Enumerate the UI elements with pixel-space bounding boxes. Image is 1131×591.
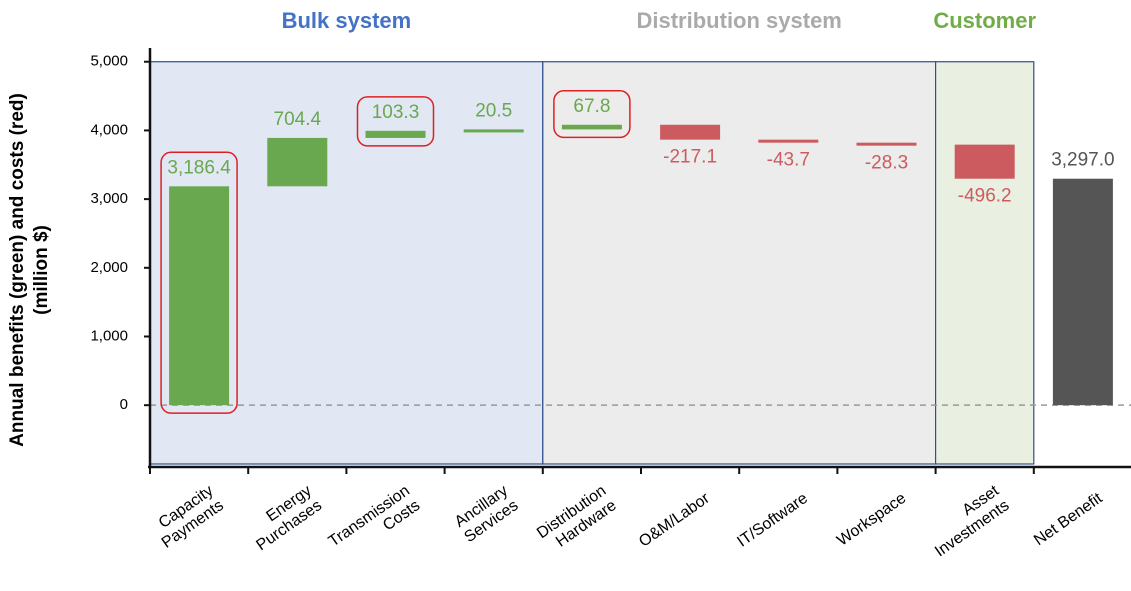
x-tick-label: CapacityPayments: [149, 482, 227, 551]
y-tick-label: 0: [120, 396, 128, 413]
y-axis-label: Annual benefits (green) and costs (red)(…: [7, 93, 52, 447]
region: [542, 61, 937, 465]
y-tick-label: 1,000: [90, 327, 128, 344]
bar: [169, 186, 230, 406]
y-tick-label: 3,000: [90, 190, 128, 207]
y-tick-label: 4,000: [90, 121, 128, 138]
x-tick-label: EnergyPurchases: [243, 482, 325, 554]
bar: [365, 130, 426, 138]
bar: [758, 139, 819, 143]
highlight-box: [356, 96, 435, 147]
x-tick-label: IT/Software: [734, 490, 811, 551]
bar: [267, 137, 328, 187]
value-label: -28.3: [865, 153, 908, 174]
region-label: Customer: [933, 8, 1036, 33]
bar: [1052, 178, 1113, 406]
value-label: 3,186.4: [167, 157, 231, 178]
highlight-box: [160, 151, 238, 414]
value-label: 103.3: [372, 102, 420, 123]
bar: [463, 129, 524, 133]
bar: [660, 124, 721, 140]
value-label: 67.8: [573, 96, 610, 117]
x-tick-label: Net Benefit: [1031, 489, 1106, 549]
y-tick-label: 5,000: [90, 53, 128, 70]
value-label: 704.4: [274, 109, 322, 130]
region-label: Distribution system: [637, 8, 842, 33]
x-tick-label: Workspace: [834, 490, 909, 550]
x-tick-label: AssetInvestments: [922, 482, 1013, 560]
region: [934, 61, 1035, 465]
region-label: Bulk system: [282, 8, 412, 33]
value-label: -43.7: [767, 150, 810, 171]
x-tick-label: TransmissionCosts: [326, 482, 424, 565]
y-tick-label: 2,000: [90, 259, 128, 276]
x-tick-label: AncillaryServices: [451, 482, 521, 546]
x-tick-label: DistributionHardware: [534, 482, 620, 557]
value-label: 3,297.0: [1051, 150, 1114, 171]
value-label: -496.2: [958, 186, 1012, 207]
bar: [856, 142, 917, 146]
value-label: -217.1: [663, 147, 717, 168]
bar: [561, 124, 622, 130]
value-label: 20.5: [475, 100, 512, 121]
highlight-box: [553, 90, 631, 139]
bar: [954, 144, 1015, 179]
x-tick-label: O&M/Labor: [636, 489, 713, 550]
